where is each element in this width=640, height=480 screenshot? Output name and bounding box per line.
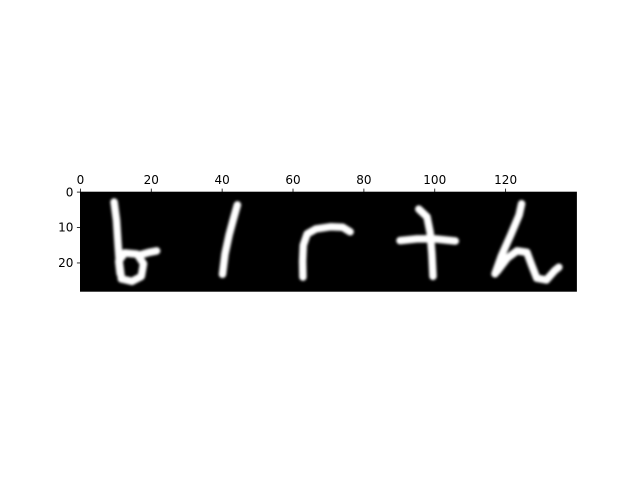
glyph-l-stroke-0 [218,201,242,279]
glyph-t [396,205,460,281]
x-tick-label: 60 [285,173,300,187]
glyph-b-stroke-2 [135,247,161,259]
glyph-r-stroke-0 [298,223,354,281]
glyph-l [218,201,242,279]
x-tick-label: 100 [423,173,446,187]
glyph-t-stroke-0 [396,235,460,245]
x-tick-label: 120 [494,173,517,187]
axes: 0 20 40 60 80 100 120 0 10 20 [58,173,577,292]
image-background [80,192,577,292]
glyph-h-stroke-1 [493,247,563,284]
glyph-b [110,198,161,286]
y-tick-label: 0 [66,185,74,199]
glyph-r [298,223,354,281]
x-tick-label: 20 [144,173,159,187]
glyph-h-stroke-0 [491,200,526,278]
x-tick-label: 40 [215,173,230,187]
glyph-layer [110,198,563,286]
glyph-t-stroke-1 [415,205,437,281]
axes-frame [80,191,577,292]
y-tick-label: 20 [58,256,73,270]
x-tick-label: 80 [356,173,371,187]
x-tick-label: 0 [77,173,85,187]
glyph-h [491,200,563,284]
y-tick-label: 10 [58,221,73,235]
glyph-b-stroke-1 [114,249,148,286]
